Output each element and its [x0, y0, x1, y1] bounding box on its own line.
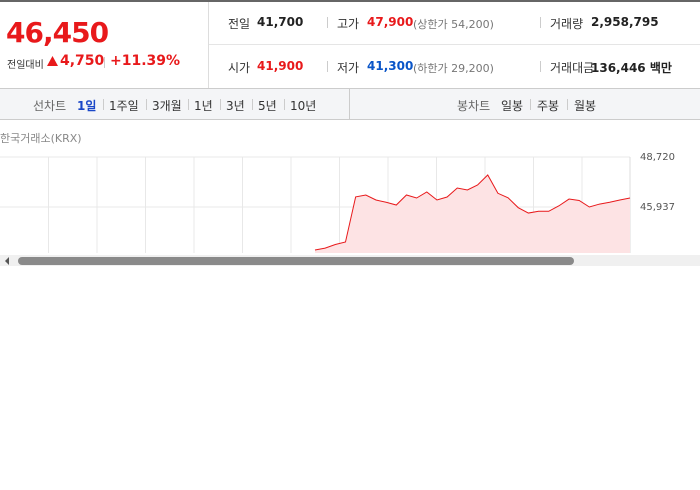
scroll-left-arrow[interactable]	[5, 257, 9, 265]
tab-label: 봉차트	[457, 99, 491, 113]
price-line	[314, 174, 631, 251]
y-tick-label: 43,154	[640, 252, 675, 263]
period-tab[interactable]: 1주일	[109, 99, 139, 113]
divider	[209, 44, 700, 45]
stat-note: (하한가 29,200)	[413, 62, 494, 75]
separator	[540, 61, 541, 72]
period-tab[interactable]: 일봉	[501, 99, 524, 113]
period-tab[interactable]: 3개월	[152, 99, 182, 113]
change-pct: +11.39%	[110, 53, 181, 69]
separator	[188, 99, 189, 110]
top-border	[0, 0, 700, 2]
separator	[284, 99, 285, 110]
separator	[146, 99, 147, 110]
price: 46,450	[6, 16, 109, 49]
y-tick-label: 45,937	[640, 202, 675, 213]
candle-tab-bar	[350, 89, 700, 120]
stat-label: 시가	[228, 61, 251, 75]
separator	[252, 99, 253, 110]
stat-label: 고가	[337, 17, 360, 31]
stat-label: 전일	[228, 17, 251, 31]
separator	[220, 99, 221, 110]
period-tab[interactable]: 월봉	[574, 99, 597, 113]
change: 4,750	[60, 53, 105, 69]
period-tab[interactable]: 3년	[226, 99, 245, 113]
stat-label: 거래량	[550, 17, 584, 31]
stat-label: 거래대금	[550, 61, 595, 75]
separator	[530, 99, 531, 110]
stat-value: 2,958,795	[591, 15, 659, 29]
area-fill	[315, 175, 630, 253]
separator	[540, 17, 541, 28]
separator	[103, 99, 104, 110]
stat-label: 저가	[337, 61, 360, 75]
period-tab[interactable]: 5년	[258, 99, 277, 113]
period-tab[interactable]: 10년	[290, 99, 317, 113]
line-tab-bar	[0, 89, 350, 120]
period-tab[interactable]: 1일	[77, 99, 97, 113]
separator	[104, 57, 105, 68]
scroll-thumb[interactable]	[18, 257, 574, 265]
stat-value: 41,300	[367, 59, 414, 73]
source: 한국거래소(KRX)	[0, 132, 82, 145]
divider	[0, 88, 700, 89]
y-tick-label: 48,720	[640, 152, 675, 163]
period-tab[interactable]: 주봉	[537, 99, 560, 113]
tab-label: 선차트	[33, 99, 67, 113]
separator	[327, 61, 328, 72]
separator	[327, 17, 328, 28]
up-arrow	[47, 56, 58, 66]
change-label: 전일대비	[7, 60, 44, 71]
period-tab[interactable]: 1년	[194, 99, 213, 113]
chart: 48,720 45,937 43,154	[0, 152, 700, 266]
stat-value: 41,900	[257, 59, 304, 73]
stat-note: (상한가 54,200)	[413, 18, 494, 31]
plot: 48,720 45,937 43,154	[0, 152, 675, 263]
separator	[567, 99, 568, 110]
stat-value: 41,700	[257, 15, 304, 29]
stat-value: 136,446 백만	[591, 61, 672, 75]
divider	[208, 2, 209, 88]
stat-value: 47,900	[367, 15, 414, 29]
